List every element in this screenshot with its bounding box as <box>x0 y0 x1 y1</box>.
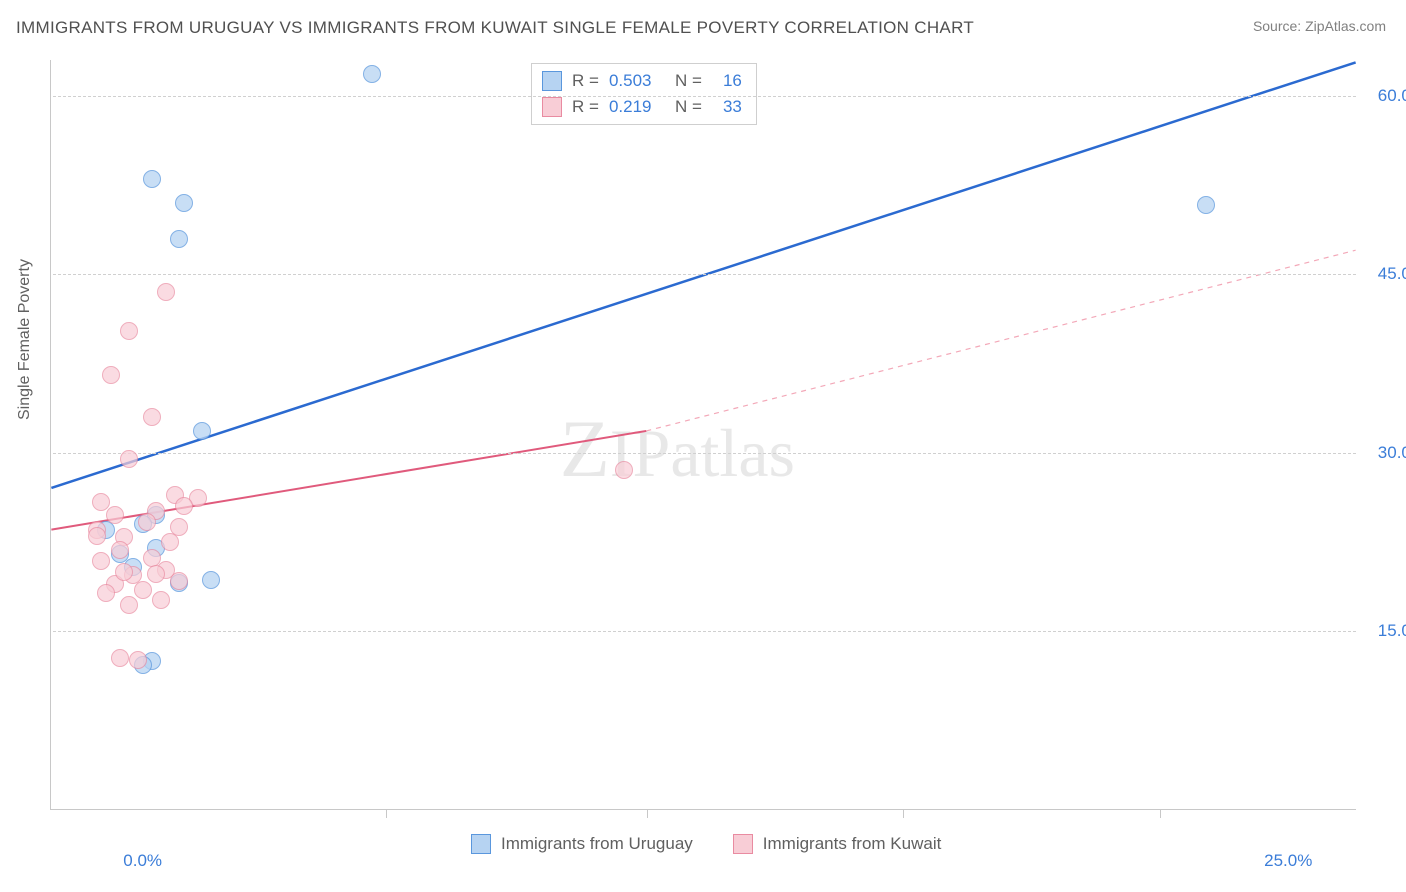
legend-r-value: 0.219 <box>609 97 665 117</box>
gridline-h <box>53 96 1356 97</box>
legend-n-label: N = <box>675 71 702 91</box>
point-kuwait <box>115 563 133 581</box>
series-legend: Immigrants from Uruguay Immigrants from K… <box>471 834 941 854</box>
legend-row: R = 0.503 N = 16 <box>542 68 742 94</box>
point-kuwait <box>120 596 138 614</box>
point-kuwait <box>170 572 188 590</box>
legend-r-label: R = <box>572 97 599 117</box>
x-tick <box>903 809 904 818</box>
gridline-h <box>53 274 1356 275</box>
x-tick-label: 0.0% <box>123 851 162 871</box>
series-legend-item: Immigrants from Uruguay <box>471 834 693 854</box>
legend-n-label: N = <box>675 97 702 117</box>
point-kuwait <box>134 581 152 599</box>
gridline-h <box>53 631 1356 632</box>
legend-r-value: 0.503 <box>609 71 665 91</box>
point-kuwait <box>111 541 129 559</box>
point-kuwait <box>106 506 124 524</box>
point-kuwait <box>138 513 156 531</box>
point-kuwait <box>152 591 170 609</box>
legend-r-label: R = <box>572 71 599 91</box>
point-kuwait <box>615 461 633 479</box>
point-kuwait <box>175 497 193 515</box>
series-name: Immigrants from Kuwait <box>763 834 942 854</box>
legend-n-value: 33 <box>712 97 742 117</box>
x-tick <box>647 809 648 818</box>
y-axis-label: Single Female Poverty <box>16 259 34 420</box>
y-tick-label: 30.0% <box>1378 443 1406 463</box>
y-tick-label: 15.0% <box>1378 621 1406 641</box>
point-kuwait <box>92 552 110 570</box>
source-attribution: Source: ZipAtlas.com <box>1253 18 1386 34</box>
point-kuwait <box>147 565 165 583</box>
x-tick <box>1160 809 1161 818</box>
point-kuwait <box>120 450 138 468</box>
trend-line-kuwait-dashed <box>646 250 1355 431</box>
chart-title: IMMIGRANTS FROM URUGUAY VS IMMIGRANTS FR… <box>16 18 974 38</box>
x-tick-label: 25.0% <box>1264 851 1312 871</box>
legend-swatch <box>542 97 562 117</box>
point-uruguay <box>170 230 188 248</box>
y-tick-label: 60.0% <box>1378 86 1406 106</box>
watermark-z: Z <box>560 403 610 494</box>
point-kuwait <box>111 649 129 667</box>
point-uruguay <box>363 65 381 83</box>
point-kuwait <box>97 584 115 602</box>
point-kuwait <box>120 322 138 340</box>
legend-row: R = 0.219 N = 33 <box>542 94 742 120</box>
legend-swatch <box>542 71 562 91</box>
point-kuwait <box>143 408 161 426</box>
legend-n-value: 16 <box>712 71 742 91</box>
point-kuwait <box>129 651 147 669</box>
y-tick-label: 45.0% <box>1378 264 1406 284</box>
point-kuwait <box>161 533 179 551</box>
legend-swatch <box>471 834 491 854</box>
correlation-legend: R = 0.503 N = 16 R = 0.219 N = 33 <box>531 63 757 125</box>
point-kuwait <box>157 283 175 301</box>
watermark: ZIPatlas <box>560 402 795 496</box>
point-kuwait <box>88 527 106 545</box>
gridline-h <box>53 453 1356 454</box>
point-uruguay <box>1197 196 1215 214</box>
point-uruguay <box>202 571 220 589</box>
series-name: Immigrants from Uruguay <box>501 834 693 854</box>
plot-area: ZIPatlas R =0.503N =16R =0.219N =33 Immi… <box>50 60 1356 810</box>
point-uruguay <box>143 170 161 188</box>
series-legend-item: Immigrants from Kuwait <box>733 834 942 854</box>
trend-lines-layer <box>51 60 1356 809</box>
x-tick <box>386 809 387 818</box>
point-uruguay <box>175 194 193 212</box>
point-uruguay <box>193 422 211 440</box>
point-kuwait <box>102 366 120 384</box>
legend-swatch <box>733 834 753 854</box>
